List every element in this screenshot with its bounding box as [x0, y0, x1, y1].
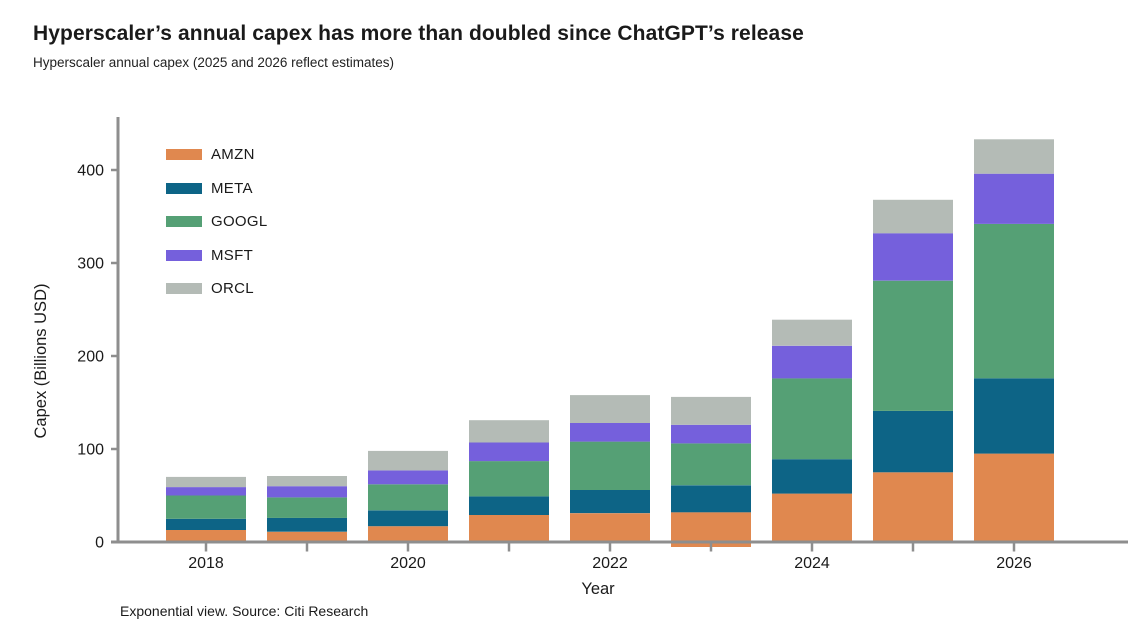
legend-swatch-googl — [166, 216, 202, 228]
bar-segment-2024-orcl — [772, 319, 852, 346]
bar-segment-2022-googl — [570, 441, 650, 490]
chart-legend: AMZN META GOOGL MSFT ORCL — [166, 138, 268, 306]
legend-label-amzn: AMZN — [211, 146, 255, 164]
bar-segment-2023-googl — [671, 443, 751, 486]
bar-segment-2023-meta — [671, 485, 751, 513]
bar-segment-2021-msft — [469, 442, 549, 462]
bar-segment-2021-orcl — [469, 420, 549, 443]
bar-segment-2024-amzn — [772, 493, 852, 542]
bar-segment-2025-amzn — [873, 472, 953, 543]
y-axis-title: Capex (Billions USD) — [32, 284, 50, 439]
legend-label-orcl: ORCL — [211, 280, 254, 298]
y-tick-label-300: 300 — [77, 256, 104, 273]
legend-item-amzn: AMZN — [166, 138, 268, 172]
bar-segment-2025-orcl — [873, 199, 953, 234]
bar-segment-2019-amzn — [267, 531, 347, 542]
legend-label-msft: MSFT — [211, 246, 254, 264]
y-tick-label-200: 200 — [77, 349, 104, 366]
x-tick-label-2020: 2020 — [390, 555, 426, 572]
bar-segment-2020-googl — [368, 484, 448, 511]
page-title: Hyperscaler’s annual capex has more than… — [33, 22, 804, 45]
bar-segment-2020-orcl — [368, 450, 448, 471]
bar-segment-2018-googl — [166, 495, 246, 519]
bar-segment-2024-meta — [772, 459, 852, 494]
legend-item-meta: META — [166, 172, 268, 206]
y-tick-label-0: 0 — [95, 535, 104, 552]
bar-segment-2020-meta — [368, 510, 448, 527]
legend-swatch-msft — [166, 249, 202, 261]
bar-segment-2026-meta — [974, 378, 1054, 454]
x-tick-label-2026: 2026 — [996, 555, 1032, 572]
bar-segment-2020-amzn — [368, 526, 448, 542]
bar-segment-2019-orcl — [267, 476, 347, 487]
legend-item-msft: MSFT — [166, 239, 268, 273]
bar-segment-2024-googl — [772, 378, 852, 460]
bar-segment-2023-msft — [671, 424, 751, 444]
bar-segment-2023-orcl — [671, 396, 751, 425]
x-tick-label-2022: 2022 — [592, 555, 628, 572]
bars-group — [166, 139, 1054, 547]
bar-segment-2025-meta — [873, 410, 953, 473]
y-tick-label-400: 400 — [77, 163, 104, 180]
legend-swatch-meta — [166, 182, 202, 194]
bar-segment-2018-orcl — [166, 476, 246, 488]
bar-segment-2024-msft — [772, 345, 852, 379]
bar-segment-2021-googl — [469, 461, 549, 497]
bar-segment-2020-msft — [368, 470, 448, 485]
bar-segment-2026-amzn — [974, 453, 1054, 542]
bar-segment-2022-amzn — [570, 513, 650, 542]
bar-segment-2018-msft — [166, 487, 246, 496]
axes-group: 0 100 200 300 400 2018 2020 2022 2024 2026 Year Cap… — [32, 117, 1128, 598]
bar-segment-2018-amzn — [166, 529, 246, 542]
bar-segment-2018-meta — [166, 518, 246, 530]
bar-segment-2019-msft — [267, 486, 347, 498]
bar-segment-2026-googl — [974, 223, 1054, 379]
legend-label-googl: GOOGL — [211, 213, 268, 231]
bar-segment-2019-googl — [267, 497, 347, 518]
bar-segment-2019-meta — [267, 517, 347, 532]
source-note: Exponential view. Source: Citi Research — [120, 603, 369, 619]
legend-item-googl: GOOGL — [166, 205, 268, 239]
bar-segment-2026-msft — [974, 173, 1054, 224]
legend-label-meta: META — [211, 179, 253, 197]
page-subtitle: Hyperscaler annual capex (2025 and 2026 … — [33, 55, 394, 70]
legend-item-orcl: ORCL — [166, 272, 268, 306]
bar-segment-2021-amzn — [469, 515, 549, 542]
bar-segment-2022-orcl — [570, 395, 650, 423]
x-tick-label-2018: 2018 — [188, 555, 224, 572]
bar-segment-2025-googl — [873, 280, 953, 411]
bar-segment-2022-meta — [570, 489, 650, 514]
x-axis-title: Year — [581, 580, 615, 598]
bar-segment-2022-msft — [570, 423, 650, 442]
bar-segment-2021-meta — [469, 496, 549, 515]
y-tick-label-100: 100 — [77, 442, 104, 459]
legend-swatch-amzn — [166, 149, 202, 161]
bar-segment-2026-orcl — [974, 139, 1054, 174]
bar-segment-2025-msft — [873, 233, 953, 281]
x-tick-label-2024: 2024 — [794, 555, 830, 572]
legend-swatch-orcl — [166, 283, 202, 295]
